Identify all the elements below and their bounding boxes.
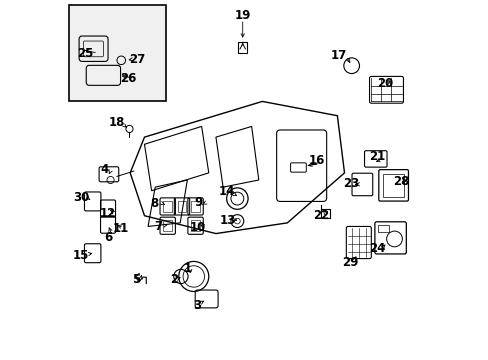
Text: 9: 9 (194, 195, 203, 209)
Text: 3: 3 (193, 299, 201, 312)
Bar (191, 220, 200, 231)
Bar (163, 220, 172, 231)
Text: 12: 12 (100, 207, 116, 220)
Text: 20: 20 (377, 77, 393, 90)
Bar (238, 42, 247, 53)
Text: 2: 2 (169, 273, 178, 286)
Text: 15: 15 (73, 248, 89, 261)
Bar (163, 201, 172, 212)
Bar (378, 225, 388, 232)
Text: 17: 17 (330, 49, 346, 62)
Text: 11: 11 (113, 222, 129, 235)
Text: 23: 23 (342, 177, 358, 190)
Text: 13: 13 (219, 213, 235, 226)
Text: 27: 27 (129, 53, 145, 66)
Text: 30: 30 (73, 191, 89, 204)
Text: 21: 21 (368, 150, 385, 163)
Bar (177, 201, 186, 212)
Bar (69, 5, 165, 102)
Text: 1: 1 (183, 262, 191, 275)
Text: 24: 24 (368, 242, 385, 255)
Text: 29: 29 (341, 256, 357, 269)
Text: 5: 5 (132, 273, 141, 286)
Text: 10: 10 (189, 221, 206, 234)
Text: 14: 14 (219, 185, 235, 198)
Text: 18: 18 (108, 116, 124, 129)
Text: 7: 7 (154, 220, 162, 233)
Text: 19: 19 (234, 9, 250, 22)
Text: 6: 6 (104, 231, 112, 244)
Bar (191, 201, 200, 212)
Text: 16: 16 (308, 154, 325, 167)
Text: 4: 4 (100, 163, 108, 176)
Text: 8: 8 (150, 197, 158, 210)
Text: 28: 28 (392, 175, 408, 188)
Text: 26: 26 (120, 72, 136, 85)
Text: 25: 25 (77, 47, 94, 60)
Text: 22: 22 (312, 209, 329, 222)
Bar (382, 174, 404, 197)
